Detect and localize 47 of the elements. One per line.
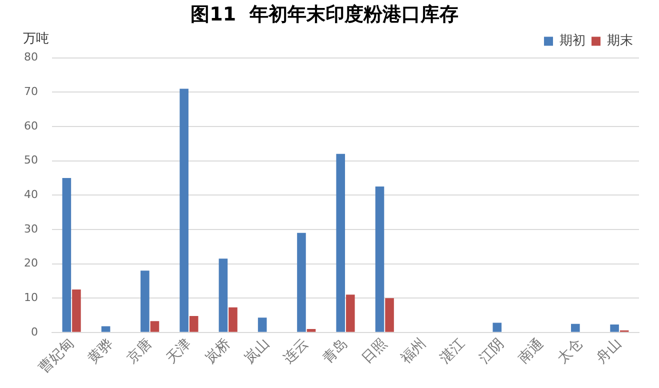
x-tick-label: 黄骅 — [85, 335, 116, 367]
y-tick-label: 10 — [24, 290, 38, 304]
bar — [258, 318, 267, 332]
x-tick-label: 舟山 — [594, 335, 625, 367]
legend-label: 期末 — [607, 34, 633, 49]
y-tick-label: 70 — [24, 84, 38, 98]
y-tick-label: 30 — [24, 222, 38, 236]
bar — [101, 326, 110, 332]
x-tick-label: 南通 — [515, 335, 547, 367]
x-tick-label: 福州 — [398, 335, 430, 367]
bar — [150, 321, 160, 332]
y-tick-label: 50 — [24, 154, 38, 167]
bar — [375, 186, 384, 332]
x-tick-label: 京唐 — [124, 335, 156, 367]
bar — [385, 298, 394, 332]
bar — [297, 232, 306, 332]
x-tick-label: 天津 — [163, 335, 194, 367]
bar — [228, 307, 238, 332]
y-tick-label: 60 — [24, 119, 38, 132]
x-tick-label: 岚山 — [242, 335, 273, 367]
bar — [346, 294, 355, 332]
bar — [336, 154, 346, 332]
y-tick-label: 80 — [24, 50, 38, 64]
x-tick-label: 连云 — [280, 335, 312, 367]
bar — [62, 178, 72, 332]
bar — [140, 270, 150, 332]
x-tick-label: 太仓 — [554, 335, 586, 367]
x-tick-label: 日照 — [358, 335, 390, 367]
bar — [571, 324, 580, 332]
bar — [72, 290, 81, 332]
bar — [492, 322, 502, 332]
x-tick-label: 曹妃甸 — [36, 335, 77, 376]
x-tick-label: 湛江 — [437, 335, 468, 367]
bar — [218, 258, 228, 332]
legend-label: 期初 — [560, 34, 586, 49]
x-tick-label: 江阴 — [476, 335, 508, 367]
y-axis-title: 万吨 — [22, 32, 49, 47]
bar — [180, 88, 188, 332]
x-tick-label: 青岛 — [320, 335, 351, 367]
bar — [610, 324, 619, 332]
y-tick-label: 20 — [24, 256, 38, 270]
bar — [189, 316, 198, 332]
chart-title: 图11 年初年末印度粉港口库存 — [190, 3, 458, 26]
y-tick-label: 0 — [30, 325, 38, 338]
x-tick-label: 岚桥 — [202, 335, 234, 367]
bar — [306, 328, 316, 332]
y-tick-label: 40 — [24, 188, 38, 201]
